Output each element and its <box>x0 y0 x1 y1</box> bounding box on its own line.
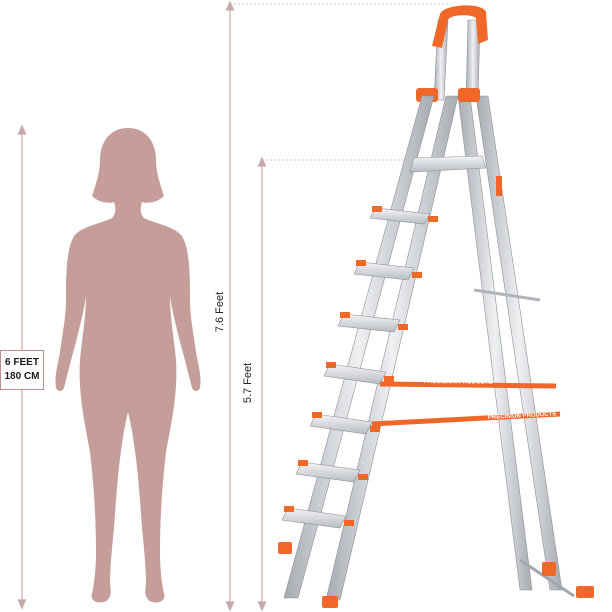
person-height-cm: 180 CM <box>4 371 40 382</box>
platform-height-label: 5.7 Feet <box>242 362 255 404</box>
step-orange-caps <box>284 206 438 526</box>
total-height-dimension-line <box>225 0 450 612</box>
warning-sticker <box>496 176 502 196</box>
person-height-label: 6 FEET 180 CM <box>0 350 44 390</box>
handle-clamp-right <box>458 88 480 102</box>
ladder <box>278 5 594 608</box>
platform-height-dimension-line <box>257 156 430 612</box>
safety-strap-upper <box>379 381 557 389</box>
person-height-feet: 6 FEET <box>5 357 39 368</box>
strap-brand-text-upper: PRECISION PRODUCTS <box>424 379 492 386</box>
safety-strap-lower <box>371 411 561 427</box>
ladder-feet <box>278 542 594 608</box>
person-silhouette <box>55 128 201 603</box>
top-handle <box>432 5 488 49</box>
ladder-steps <box>281 207 431 529</box>
top-platform <box>409 155 487 173</box>
total-height-label: 7.6 Feet <box>214 291 227 333</box>
rear-leg-right <box>475 95 563 591</box>
strap-brand-text-lower: PRECISION PRODUCTS <box>488 411 557 421</box>
